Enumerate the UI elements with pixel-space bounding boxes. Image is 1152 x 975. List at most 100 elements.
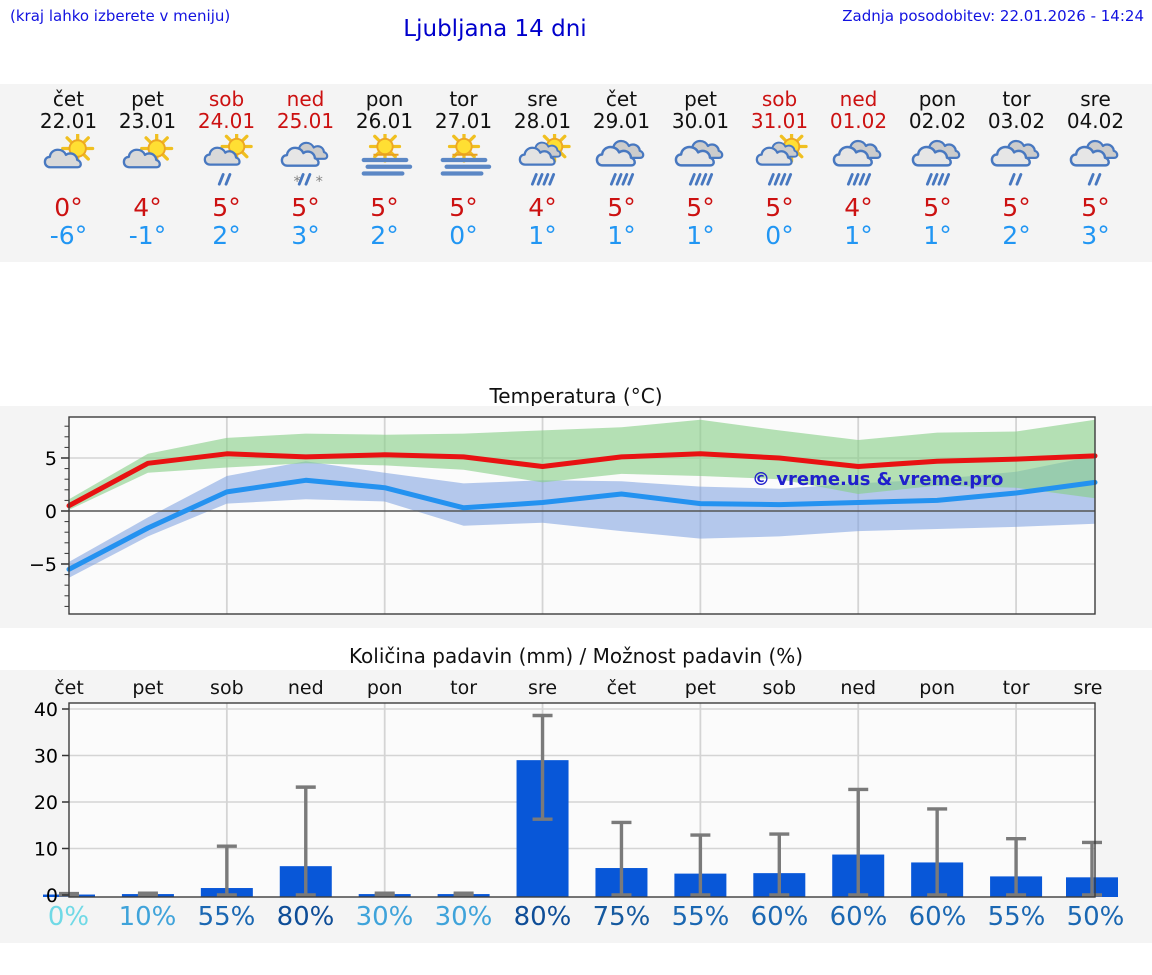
temp-min: 0° [449,221,478,250]
temp-ytick-label: 0 [45,501,57,523]
day-column[interactable]: sob 24.01 5° 2° [187,88,266,250]
temp-min: 1° [528,221,557,250]
temp-max: 4° [133,193,162,222]
temp-min: 0° [765,221,794,250]
temp-max: 5° [1002,193,1031,222]
precip-day-label: čet [54,677,84,699]
precip-day-label: pet [685,677,716,699]
day-date: 04.02 [1066,109,1125,133]
day-column[interactable]: tor 03.02 5° 2° [977,88,1056,250]
precip-day-label: tor [450,677,477,699]
day-name: ned [286,87,325,111]
temp-min: 1° [923,221,952,250]
precip-day-label: sre [1074,677,1103,699]
svg-text:*: * [293,174,300,188]
day-date: 26.01 [355,109,414,133]
day-date: 31.01 [750,109,809,133]
day-column[interactable]: sre 28.01 4° 1° [503,88,582,250]
day-name: tor [449,87,478,111]
precip-ytick-label: 0 [46,885,58,907]
day-date: 28.01 [513,109,572,133]
day-date: 27.01 [434,109,493,133]
day-column[interactable]: ned 25.01 * * 5° 3° [266,88,345,250]
day-name: ned [839,87,878,111]
day-name: sre [1080,87,1111,111]
cloud-rain4-icon [898,134,977,190]
precip-probability: 0% [47,902,90,932]
day-name: pon [365,87,404,111]
temp-max: 5° [1081,193,1110,222]
day-column[interactable]: sob 31.01 5° 0° [740,88,819,250]
temp-min: -6° [49,221,88,250]
watermark-link[interactable]: © vreme.us & vreme.pro [752,469,1003,490]
sun-cloud-rain2-icon [187,134,266,190]
temp-min: 3° [291,221,320,250]
day-column[interactable]: pet 23.01 4° -1° [108,88,187,250]
precip-probability: 50% [1066,902,1125,932]
day-date: 03.02 [987,109,1046,133]
day-column[interactable]: ned 01.02 4° 1° [819,88,898,250]
precip-day-label: pon [919,677,955,699]
day-date: 30.01 [671,109,730,133]
day-column[interactable]: čet 22.01 0° -6° [29,88,108,250]
sun-cloud-rain4-icon [740,134,819,190]
precip-probability: 60% [750,902,809,932]
last-update-text: Zadnja posodobitev: 22.01.2026 - 14:24 [842,7,1144,25]
day-name: sob [761,87,798,111]
sun-cloud-rain4-icon [503,134,582,190]
precip-ytick-label: 30 [34,746,58,768]
fog-sun-icon [345,134,424,190]
temp-ytick-label: −5 [29,554,57,576]
location-menu-hint[interactable]: (kraj lahko izberete v meniju) [10,7,231,25]
precip-day-label: čet [607,677,637,699]
precip-ytick-label: 20 [34,792,58,814]
precip-ytick-label: 10 [34,839,58,861]
precip-probability: 55% [197,902,256,932]
day-column[interactable]: tor 27.01 5° 0° [424,88,503,250]
cloud-rain4-icon [819,134,898,190]
precip-day-label: tor [1003,677,1030,699]
day-name: pet [684,87,717,111]
day-column[interactable]: čet 29.01 5° 1° [582,88,661,250]
precip-day-label: ned [840,677,876,699]
precip-probability: 75% [592,902,651,932]
day-name: pon [918,87,957,111]
day-column[interactable]: sre 04.02 5° 3° [1056,88,1135,250]
precip-day-label: sob [763,677,797,699]
precip-ytick-label: 40 [34,699,58,721]
day-name: sre [527,87,558,111]
fog-sun-icon [424,134,503,190]
temperature-chart-title: Temperatura (°C) [489,384,663,408]
temp-min: 2° [212,221,241,250]
temp-max: 5° [212,193,241,222]
temp-ytick-label: 5 [45,448,57,470]
day-column[interactable]: pon 02.02 5° 1° [898,88,977,250]
precip-day-label: sre [528,677,557,699]
precip-probability: 55% [671,902,730,932]
temp-max: 5° [607,193,636,222]
day-date: 24.01 [197,109,256,133]
precip-probability: 10% [118,902,177,932]
day-date: 23.01 [118,109,177,133]
temp-min: 2° [370,221,399,250]
precip-probability: 55% [987,902,1046,932]
daily-forecast-strip-background [0,84,1152,262]
temperature-chart: 5 0 −5 © vreme.us & vreme.pro [0,406,1152,628]
precip-probability: 60% [829,902,888,932]
cloud-rain4-icon [582,134,661,190]
day-name: čet [605,87,638,111]
precipitation-chart: čet pet sob ned pon tor sre čet pet sob ned pon tor s… [0,670,1152,943]
day-name: tor [1002,87,1031,111]
day-date: 29.01 [592,109,651,133]
day-column[interactable]: pon 26.01 5° 2° [345,88,424,250]
day-column[interactable]: pet 30.01 5° 1° [661,88,740,250]
temp-min: -1° [128,221,167,250]
day-date: 01.02 [829,109,888,133]
precip-day-label: sob [210,677,244,699]
precipitation-chart-title: Količina padavin (mm) / Možnost padavin … [348,644,804,668]
day-date: 25.01 [276,109,335,133]
temp-min: 1° [844,221,873,250]
day-name: pet [131,87,164,111]
temp-min: 1° [686,221,715,250]
